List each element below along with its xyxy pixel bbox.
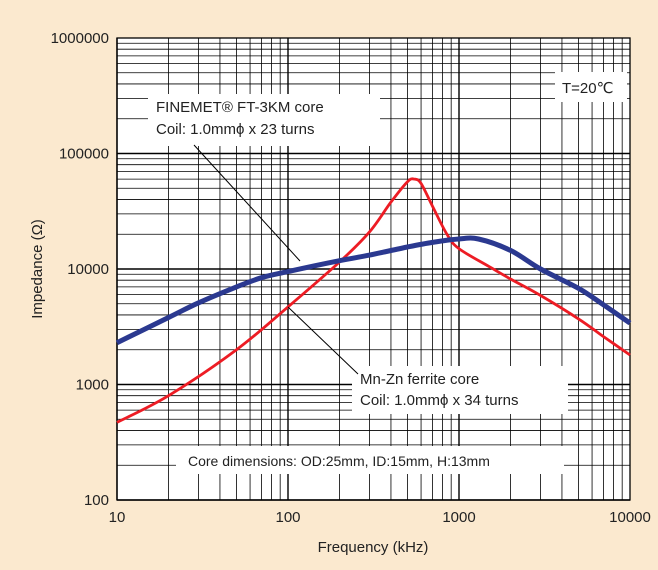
finemet-label-line-1: FINEMET® FT-3KM core xyxy=(156,99,324,116)
x-tick-label: 1000 xyxy=(442,509,475,526)
ferrite-label-line-1: Mn-Zn ferrite core xyxy=(360,371,479,388)
x-axis-label: Frequency (kHz) xyxy=(318,539,429,556)
finemet-leader-line xyxy=(193,144,301,262)
ferrite-label-line-2: Coil: 1.0mmϕ x 34 turns xyxy=(360,392,518,409)
ferrite-curve xyxy=(116,177,631,424)
x-tick-labels: 10 100 1000 10000 xyxy=(109,509,651,526)
ferrite-leader-line xyxy=(287,306,359,375)
y-tick-label: 1000000 xyxy=(51,30,109,47)
finemet-curve xyxy=(115,235,632,345)
ferrite-label-box xyxy=(352,366,568,414)
x-tick-label: 10 xyxy=(109,509,126,526)
y-axis-label: Impedance (Ω) xyxy=(29,219,46,319)
finemet-label-box xyxy=(148,94,380,146)
plot-frame xyxy=(116,37,631,501)
temperature-label: T=20℃ xyxy=(562,80,613,97)
y-tick-label: 100 xyxy=(84,492,109,509)
x-tick-label: 100 xyxy=(275,509,300,526)
series-lines xyxy=(115,177,632,424)
finemet-label-line-2: Coil: 1.0mmϕ x 23 turns xyxy=(156,121,314,138)
core-dimensions-box xyxy=(176,446,564,474)
y-tick-labels: 100 1000 10000 100000 1000000 xyxy=(51,30,109,509)
temperature-label-box xyxy=(555,72,627,102)
core-dimensions-label: Core dimensions: OD:25mm, ID:15mm, H:13m… xyxy=(188,453,490,469)
y-tick-label: 10000 xyxy=(67,261,109,278)
x-tick-label: 10000 xyxy=(609,509,651,526)
y-tick-label: 1000 xyxy=(76,377,109,394)
y-tick-label: 100000 xyxy=(59,146,109,163)
